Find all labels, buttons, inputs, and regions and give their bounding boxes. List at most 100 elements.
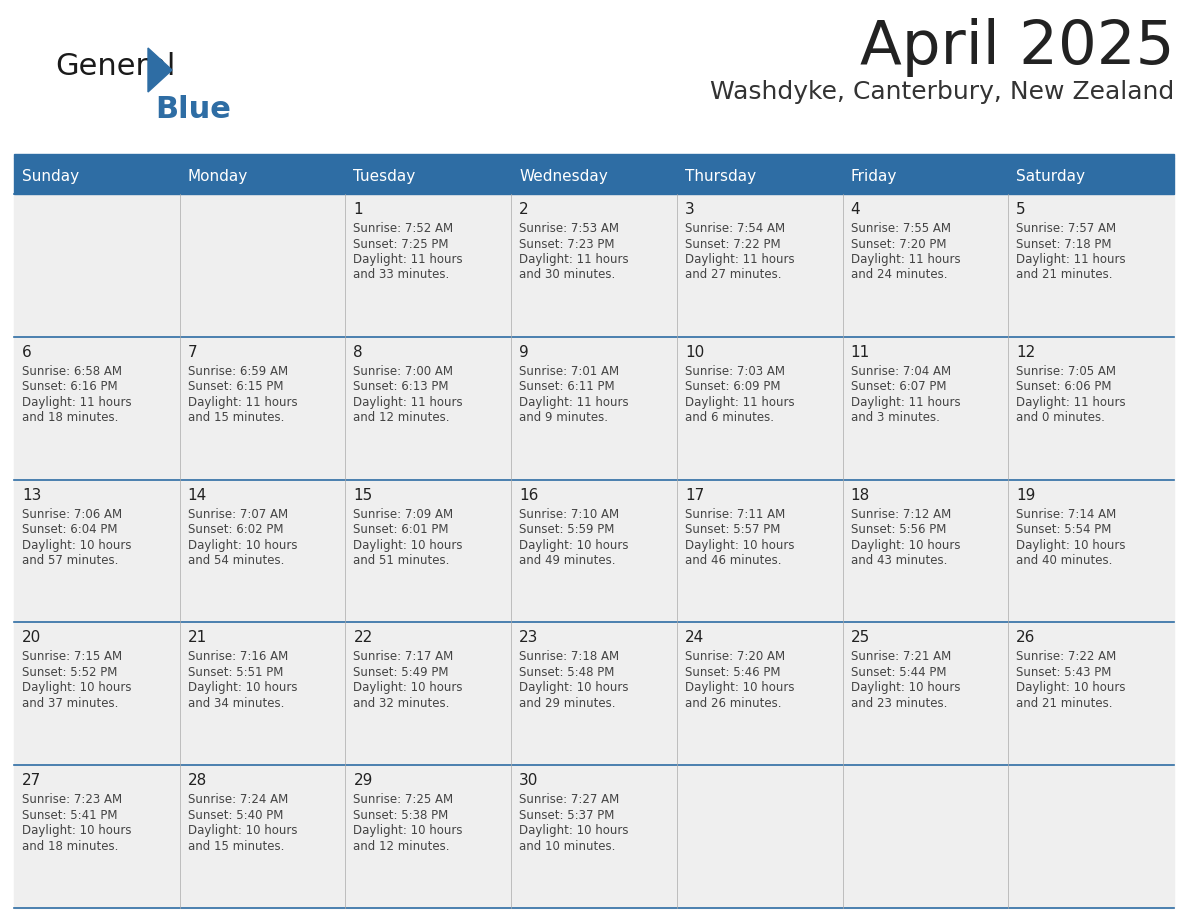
Text: 18: 18 <box>851 487 870 502</box>
Text: Sunrise: 7:27 AM: Sunrise: 7:27 AM <box>519 793 619 806</box>
Text: Sunrise: 7:17 AM: Sunrise: 7:17 AM <box>353 650 454 664</box>
Text: Daylight: 11 hours: Daylight: 11 hours <box>353 253 463 266</box>
Text: Sunrise: 7:12 AM: Sunrise: 7:12 AM <box>851 508 950 521</box>
Text: Sunrise: 7:06 AM: Sunrise: 7:06 AM <box>23 508 122 521</box>
Text: Daylight: 10 hours: Daylight: 10 hours <box>188 539 297 552</box>
Text: 21: 21 <box>188 631 207 645</box>
Text: Daylight: 10 hours: Daylight: 10 hours <box>851 539 960 552</box>
Bar <box>842 479 1009 622</box>
Text: Sunrise: 7:55 AM: Sunrise: 7:55 AM <box>851 222 950 235</box>
Text: Sunset: 6:13 PM: Sunset: 6:13 PM <box>353 380 449 393</box>
Text: Sunset: 7:25 PM: Sunset: 7:25 PM <box>353 238 449 251</box>
Text: Sunrise: 7:15 AM: Sunrise: 7:15 AM <box>23 650 122 664</box>
Text: Sunset: 5:37 PM: Sunset: 5:37 PM <box>519 809 614 822</box>
Bar <box>511 479 677 622</box>
Text: General: General <box>55 52 176 81</box>
Text: Sunrise: 7:09 AM: Sunrise: 7:09 AM <box>353 508 454 521</box>
Text: Daylight: 11 hours: Daylight: 11 hours <box>1016 253 1126 266</box>
Bar <box>1009 337 1174 479</box>
Text: Saturday: Saturday <box>1016 169 1086 184</box>
Text: 20: 20 <box>23 631 42 645</box>
Text: and 40 minutes.: and 40 minutes. <box>1016 554 1113 567</box>
Text: Sunrise: 7:11 AM: Sunrise: 7:11 AM <box>684 508 785 521</box>
Bar <box>1009 194 1174 337</box>
Bar <box>511 158 677 194</box>
Text: and 26 minutes.: and 26 minutes. <box>684 697 782 710</box>
Text: Sunset: 5:59 PM: Sunset: 5:59 PM <box>519 523 614 536</box>
Text: 11: 11 <box>851 345 870 360</box>
Text: Daylight: 11 hours: Daylight: 11 hours <box>851 253 960 266</box>
Text: 10: 10 <box>684 345 704 360</box>
Text: and 12 minutes.: and 12 minutes. <box>353 411 450 424</box>
Text: Sunset: 5:40 PM: Sunset: 5:40 PM <box>188 809 283 822</box>
Text: Sunset: 6:11 PM: Sunset: 6:11 PM <box>519 380 614 393</box>
Text: Daylight: 10 hours: Daylight: 10 hours <box>23 824 132 837</box>
Bar <box>1009 766 1174 908</box>
Polygon shape <box>148 48 172 92</box>
Text: 1: 1 <box>353 202 364 217</box>
Text: and 24 minutes.: and 24 minutes. <box>851 268 947 282</box>
Bar <box>14 766 179 908</box>
Bar <box>842 766 1009 908</box>
Text: Daylight: 10 hours: Daylight: 10 hours <box>519 539 628 552</box>
Text: Sunset: 7:22 PM: Sunset: 7:22 PM <box>684 238 781 251</box>
Text: and 43 minutes.: and 43 minutes. <box>851 554 947 567</box>
Text: Sunset: 5:41 PM: Sunset: 5:41 PM <box>23 809 118 822</box>
Text: Sunrise: 7:20 AM: Sunrise: 7:20 AM <box>684 650 785 664</box>
Text: Daylight: 10 hours: Daylight: 10 hours <box>353 681 463 694</box>
Text: 5: 5 <box>1016 202 1026 217</box>
Text: and 57 minutes.: and 57 minutes. <box>23 554 119 567</box>
Text: Sunrise: 7:23 AM: Sunrise: 7:23 AM <box>23 793 122 806</box>
Text: Sunrise: 7:57 AM: Sunrise: 7:57 AM <box>1016 222 1117 235</box>
Bar <box>677 194 842 337</box>
Bar <box>677 622 842 766</box>
Text: Sunset: 6:04 PM: Sunset: 6:04 PM <box>23 523 118 536</box>
Text: 17: 17 <box>684 487 704 502</box>
Text: Sunset: 5:54 PM: Sunset: 5:54 PM <box>1016 523 1112 536</box>
Bar <box>677 158 842 194</box>
Text: 29: 29 <box>353 773 373 789</box>
Text: Sunset: 5:51 PM: Sunset: 5:51 PM <box>188 666 283 679</box>
Text: 7: 7 <box>188 345 197 360</box>
Bar <box>14 194 179 337</box>
Text: and 33 minutes.: and 33 minutes. <box>353 268 450 282</box>
Text: and 54 minutes.: and 54 minutes. <box>188 554 284 567</box>
Text: and 34 minutes.: and 34 minutes. <box>188 697 284 710</box>
Bar <box>14 154 1174 158</box>
Bar <box>677 766 842 908</box>
Bar <box>179 158 346 194</box>
Text: Sunrise: 7:07 AM: Sunrise: 7:07 AM <box>188 508 287 521</box>
Text: Sunset: 5:49 PM: Sunset: 5:49 PM <box>353 666 449 679</box>
Text: Daylight: 10 hours: Daylight: 10 hours <box>23 539 132 552</box>
Text: Daylight: 10 hours: Daylight: 10 hours <box>353 824 463 837</box>
Bar <box>346 337 511 479</box>
Text: Sunrise: 7:03 AM: Sunrise: 7:03 AM <box>684 364 785 378</box>
Text: Daylight: 11 hours: Daylight: 11 hours <box>519 253 628 266</box>
Text: and 29 minutes.: and 29 minutes. <box>519 697 615 710</box>
Text: 16: 16 <box>519 487 538 502</box>
Text: 4: 4 <box>851 202 860 217</box>
Text: Sunset: 5:52 PM: Sunset: 5:52 PM <box>23 666 118 679</box>
Text: Sunset: 6:01 PM: Sunset: 6:01 PM <box>353 523 449 536</box>
Text: Sunrise: 7:54 AM: Sunrise: 7:54 AM <box>684 222 785 235</box>
Text: and 15 minutes.: and 15 minutes. <box>188 411 284 424</box>
Text: Daylight: 10 hours: Daylight: 10 hours <box>519 681 628 694</box>
Text: Daylight: 10 hours: Daylight: 10 hours <box>23 681 132 694</box>
Text: Sunrise: 7:05 AM: Sunrise: 7:05 AM <box>1016 364 1117 378</box>
Text: and 46 minutes.: and 46 minutes. <box>684 554 782 567</box>
Text: 13: 13 <box>23 487 42 502</box>
Bar <box>511 622 677 766</box>
Text: and 49 minutes.: and 49 minutes. <box>519 554 615 567</box>
Bar <box>179 766 346 908</box>
Text: 9: 9 <box>519 345 529 360</box>
Text: Daylight: 10 hours: Daylight: 10 hours <box>1016 681 1126 694</box>
Text: 19: 19 <box>1016 487 1036 502</box>
Text: Daylight: 11 hours: Daylight: 11 hours <box>684 396 795 409</box>
Text: Daylight: 10 hours: Daylight: 10 hours <box>353 539 463 552</box>
Text: and 37 minutes.: and 37 minutes. <box>23 697 119 710</box>
Text: Sunrise: 7:24 AM: Sunrise: 7:24 AM <box>188 793 287 806</box>
Text: and 9 minutes.: and 9 minutes. <box>519 411 608 424</box>
Text: 28: 28 <box>188 773 207 789</box>
Text: 3: 3 <box>684 202 695 217</box>
Text: Daylight: 10 hours: Daylight: 10 hours <box>1016 539 1126 552</box>
